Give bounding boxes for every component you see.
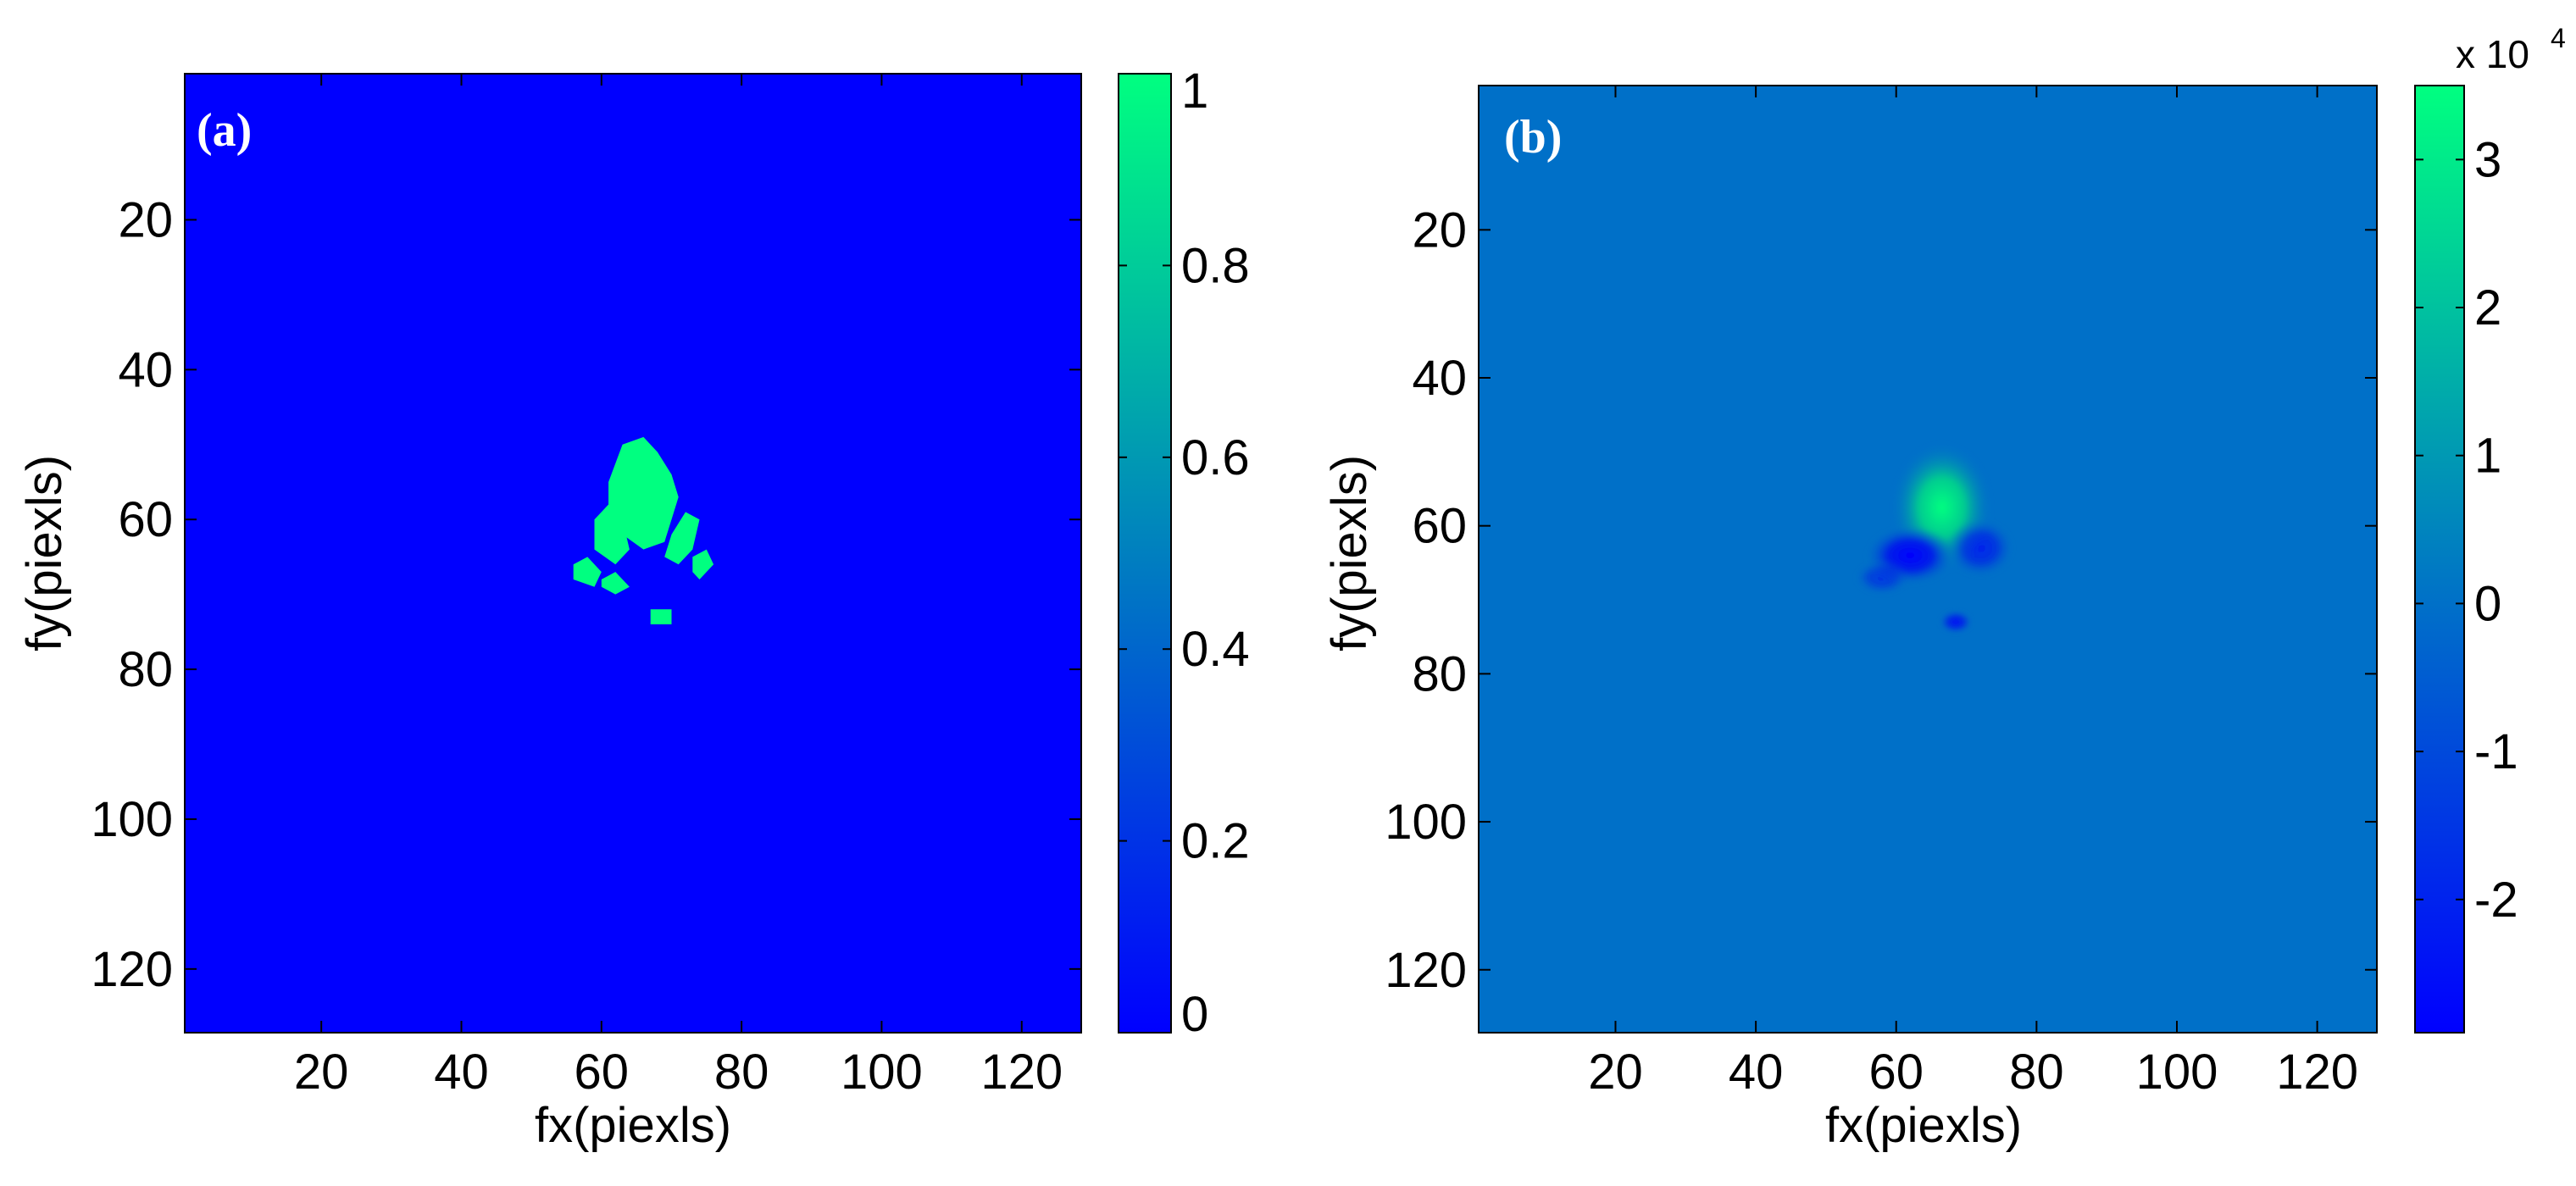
plot-b-xtick-label: 20 [1588,1045,1643,1100]
colorbar-b-tick-label: 2 [2474,280,2501,335]
colorbar-a-tick-label: 0.8 [1181,238,1250,293]
heatmap-a-right-tip [692,549,714,579]
colorbar-b-tick-label: 1 [2474,429,2501,484]
plot-b-ytick-label: 20 [1412,202,1467,258]
panel-a: 20 40 60 80 100 120 20 40 60 80 100 120 (a) fx(piex… [17,64,1250,1153]
heatmap-b-negative-tip [1854,559,1911,596]
colorbar-a-tick-label: 0 [1181,987,1208,1042]
colorbar-a-tick-label: 0.4 [1181,622,1250,677]
colorbar-b [2414,85,2465,1034]
plot-a-ytick-label: 20 [118,192,173,247]
plot-a-xtick-label: 100 [841,1045,923,1100]
plot-b-xtick-label: 40 [1729,1045,1784,1100]
plot-a-ytick-label: 80 [118,642,173,697]
plot-b-xtick-label: 80 [2009,1045,2064,1100]
plot-a-ytick-label: 100 [91,792,173,847]
plot-b-xlabel: fx(piexls) [1825,1098,2022,1153]
plot-b-ytick-label: 60 [1412,499,1467,554]
plot-b-ytick-label: 40 [1412,351,1467,406]
plot-a-xtick-label: 40 [434,1045,489,1100]
colorbar-b-tick-label: -1 [2474,724,2518,779]
colorbar-a-tick-label: 0.2 [1181,814,1250,869]
plot-a-ticks: 20 40 60 80 100 120 20 40 60 80 100 120 [91,74,1081,1100]
heatmap-b-negative-dot [1939,610,1974,635]
plot-a-xtick-label: 80 [714,1045,769,1100]
plot-b-ytick-label: 80 [1412,646,1467,701]
colorbar-a [1118,73,1172,1034]
plot-b-xtick-label: 60 [1868,1045,1924,1100]
plot-b-xtick-label: 120 [2276,1045,2358,1100]
colorbar-b-exponent: x 10 [2456,32,2529,76]
plot-a-xtick-label: 20 [294,1045,349,1100]
colorbar-b-tick-label: -2 [2474,873,2518,928]
heatmap-a-right-wing [664,512,700,565]
plot-a-xtick-label: 120 [980,1045,1063,1100]
plot-a-frame [184,73,1082,1034]
colorbar-b-ticks: -2 -1 0 1 2 3 [2415,132,2518,928]
plot-a-xlabel: fx(piexls) [535,1098,731,1153]
plot-b-frame [1478,85,2378,1034]
plot-a-ytick-label: 40 [118,342,173,397]
plot-b-xtick-label: 100 [2136,1045,2218,1100]
heatmap-a-mid-left-tip [601,572,630,595]
plot-b-ticks: 20 40 60 80 100 120 20 40 60 80 100 120 [1385,86,2377,1100]
heatmap-a-background [185,74,1081,1033]
heatmap-a-bottom-dot [650,609,672,624]
panel-a-label: (a) [197,104,252,157]
plot-a-ylabel: fy(piexls) [17,455,72,651]
plot-a-ytick-label: 120 [91,942,173,997]
heatmap-a-center-lobe [608,436,679,550]
colorbar-a-ticks: 0 0.2 0.4 0.6 0.8 1 [1119,64,1250,1042]
colorbar-b-tick-label: 0 [2474,576,2501,631]
colorbar-b-tick-label: 3 [2474,132,2501,187]
plot-b-ylabel: fy(piexls) [1322,455,1377,651]
panel-b-label: (b) [1504,111,1562,163]
heatmap-a-left-tip [573,557,602,587]
plot-a-xtick-label: 60 [575,1045,630,1100]
plot-a-ytick-label: 60 [118,492,173,547]
plot-b-ytick-label: 120 [1385,943,1467,998]
colorbar-a-tick-label: 1 [1181,64,1208,119]
heatmap-a-features [573,436,714,624]
colorbar-b-exponent-power: 4 [2551,23,2566,53]
colorbar-a-tick-label: 0.6 [1181,430,1250,485]
plot-b-ytick-label: 100 [1385,795,1467,850]
heatmap-b-features [1854,442,2014,635]
heatmap-b-negative-right [1946,518,2014,578]
heatmap-a-left-wing [594,504,630,565]
